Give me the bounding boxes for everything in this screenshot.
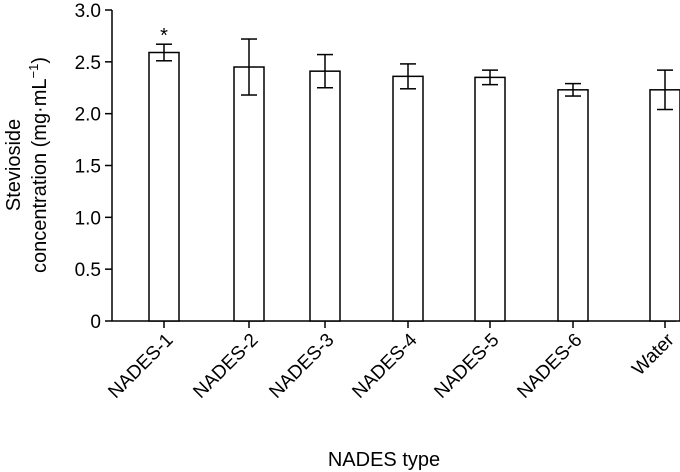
- y-tick-label: 1.0: [75, 208, 101, 229]
- x-axis-title: NADES type: [328, 449, 440, 471]
- y-axis-title-line2: concentration (mg·mL−1): [26, 57, 51, 273]
- bar: [649, 89, 680, 322]
- bar: [474, 76, 506, 322]
- y-tick-label: 1.5: [75, 157, 101, 178]
- y-axis-title-close: ): [29, 57, 51, 64]
- x-ticks: NADES-1 NADES-2 NADES-3 NADES-4 NADES-5 NADES…: [104, 321, 679, 403]
- bars-group: *: [148, 25, 680, 322]
- x-tick-label: NADES-4: [348, 329, 421, 402]
- significance-marker: *: [160, 25, 168, 47]
- y-tick-label: 0: [90, 312, 101, 333]
- y-tick-label: 0.5: [75, 260, 101, 281]
- y-ticks: 0 0.5 1.0 1.5 2.0 2.5 3.0: [75, 1, 112, 333]
- y-tick-label: 3.0: [75, 1, 101, 22]
- bar: [392, 75, 424, 322]
- y-tick-label: 2.5: [75, 53, 101, 74]
- bar: [233, 66, 265, 322]
- x-tick-label: NADES-1: [104, 330, 177, 403]
- bar: [309, 70, 341, 322]
- bar: [148, 51, 180, 322]
- x-tick-label: Water: [628, 329, 679, 380]
- x-tick-label: NADES-5: [430, 330, 503, 403]
- x-tick-label: NADES-2: [189, 330, 262, 403]
- y-tick-label: 2.0: [75, 105, 101, 126]
- y-axis-title-unit-exponent: −1: [26, 64, 41, 79]
- y-axis-title-line1: Stevioside: [3, 119, 25, 211]
- x-tick-label: NADES-6: [513, 330, 586, 403]
- x-tick-label: NADES-3: [265, 330, 338, 403]
- bar: [557, 89, 589, 322]
- y-axis-title-text: concentration (mg·mL: [29, 78, 51, 273]
